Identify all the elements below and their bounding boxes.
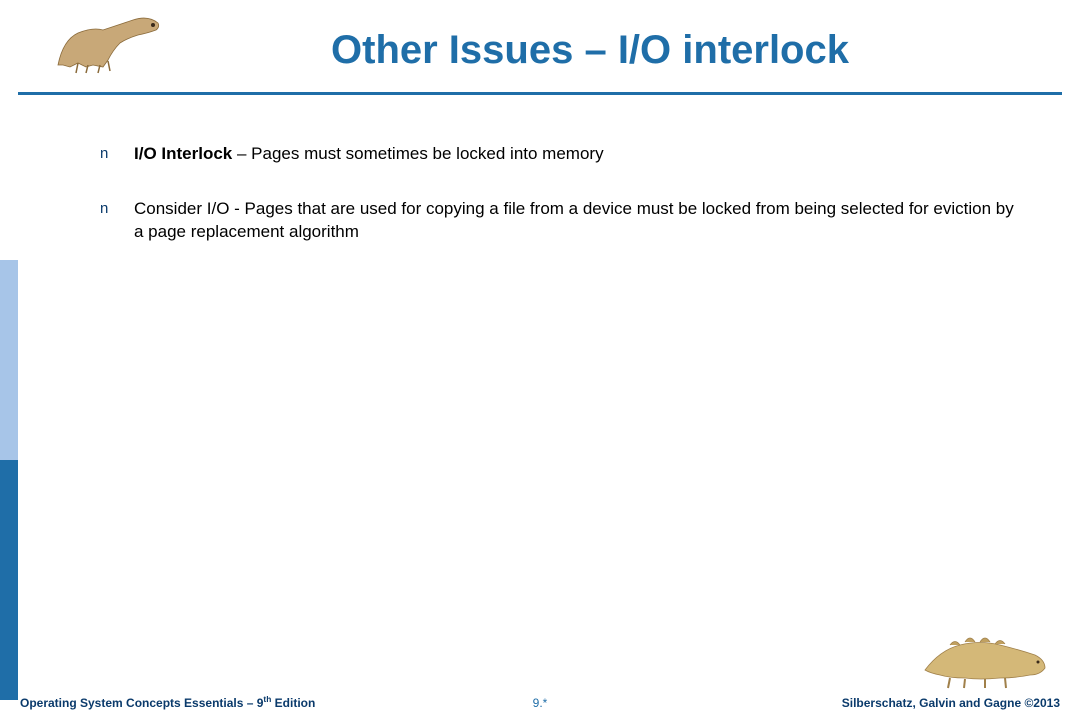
bullet-item: n Consider I/O - Pages that are used for… (100, 198, 1020, 244)
bullet-item: n I/O Interlock – Pages must sometimes b… (100, 143, 1020, 166)
slide-title: Other Issues – I/O interlock (18, 0, 1062, 73)
footer-copyright: ©2013 (1024, 696, 1060, 710)
footer-authors: Silberschatz, Galvin and Gagne (842, 696, 1025, 710)
bullet-rest: Consider I/O - Pages that are used for c… (134, 199, 1014, 241)
bullet-marker: n (100, 198, 134, 217)
bullet-bold: I/O Interlock (134, 144, 232, 163)
footer-page-number: 9.* (367, 696, 714, 710)
sidebar-light-block (0, 260, 18, 460)
sidebar-decoration (0, 260, 18, 700)
footer-right: Silberschatz, Galvin and Gagne ©2013 (713, 696, 1060, 710)
bullet-marker: n (100, 143, 134, 162)
slide: Other Issues – I/O interlock n I/O Inter… (0, 0, 1080, 720)
bullet-text: Consider I/O - Pages that are used for c… (134, 198, 1020, 244)
footer-left: Operating System Concepts Essentials – 9… (20, 694, 367, 710)
header: Other Issues – I/O interlock (18, 0, 1062, 95)
footer-book-title: Operating System Concepts Essentials – 9 (20, 696, 263, 710)
footer: Operating System Concepts Essentials – 9… (0, 694, 1080, 710)
footer-edition-suffix: Edition (271, 696, 315, 710)
dinosaur-top-icon (48, 5, 168, 75)
dinosaur-bottom-icon (920, 620, 1050, 690)
bullet-rest: – Pages must sometimes be locked into me… (232, 144, 603, 163)
sidebar-dark-block (0, 460, 18, 700)
content-area: n I/O Interlock – Pages must sometimes b… (0, 95, 1080, 244)
bullet-text: I/O Interlock – Pages must sometimes be … (134, 143, 604, 166)
